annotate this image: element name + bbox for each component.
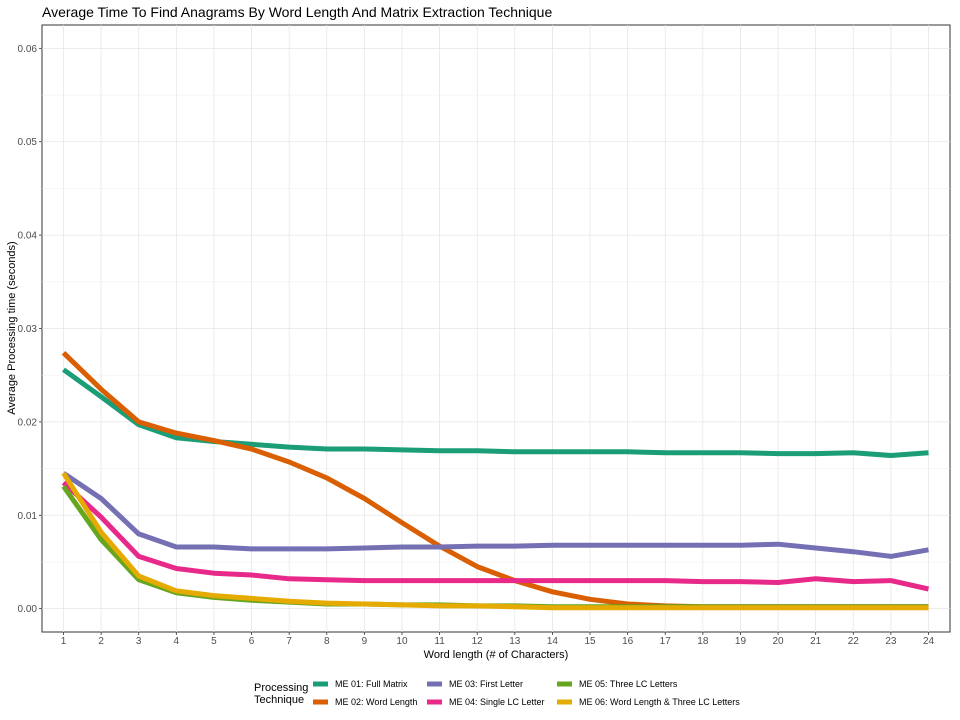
x-tick-label: 19	[735, 636, 747, 647]
x-axis-title: Word length (# of Characters)	[424, 649, 569, 661]
y-tick-label: 0.00	[18, 604, 38, 615]
y-tick-label: 0.05	[18, 137, 38, 148]
x-tick-label: 21	[810, 636, 822, 647]
x-tick-label: 7	[286, 636, 292, 647]
x-tick-label: 1	[61, 636, 67, 647]
x-tick-label: 20	[773, 636, 785, 647]
y-tick-label: 0.01	[18, 511, 38, 522]
x-tick-label: 10	[396, 636, 408, 647]
legend-label-me1: ME 01: Full Matrix	[335, 679, 408, 689]
x-tick-label: 9	[362, 636, 368, 647]
series-line-me3	[62, 471, 929, 559]
x-tick-label: 11	[434, 636, 445, 647]
x-tick-label: 6	[249, 636, 255, 647]
x-tick-label: 24	[923, 636, 935, 647]
y-tick-label: 0.02	[18, 417, 38, 428]
y-axis: 0.00 0.01 0.02 0.03 0.04 0.05 0.06	[18, 44, 42, 615]
legend: Processing Technique ME 01: Full Matrix M…	[254, 679, 740, 707]
legend-label-me4: ME 04: Single LC Letter	[449, 697, 545, 707]
x-tick-label: 22	[848, 636, 860, 647]
legend-label-me3: ME 03: First Letter	[449, 679, 523, 689]
y-tick-label: 0.06	[18, 44, 38, 55]
series-lines	[61, 351, 930, 611]
x-axis: 1 2 3 4 5 6 7 8 9 10 11 12 13 14 15 16 17 18 19 20 21 22 23 24	[61, 632, 935, 647]
x-tick-label: 3	[136, 636, 142, 647]
legend-label-me5: ME 05: Three LC Letters	[579, 679, 678, 689]
x-tick-label: 13	[509, 636, 521, 647]
x-tick-label: 23	[885, 636, 897, 647]
x-tick-label: 14	[547, 636, 559, 647]
series-line-me6	[61, 471, 929, 611]
y-tick-label: 0.04	[18, 231, 38, 242]
legend-title-line-1: Processing	[254, 682, 308, 694]
series-line-me4	[61, 480, 930, 592]
y-tick-label: 0.03	[18, 324, 38, 335]
x-tick-label: 2	[98, 636, 104, 647]
x-tick-label: 8	[324, 636, 330, 647]
x-tick-label: 18	[697, 636, 709, 647]
legend-title-line-2: Technique	[254, 694, 304, 706]
x-tick-label: 5	[211, 636, 217, 647]
legend-label-me6: ME 06: Word Length & Three LC Letters	[579, 697, 740, 707]
x-tick-label: 12	[472, 636, 484, 647]
x-tick-label: 17	[660, 636, 672, 647]
x-tick-label: 15	[584, 636, 596, 647]
chart-title: Average Time To Find Anagrams By Word Le…	[42, 4, 552, 20]
y-axis-title: Average Processing time (seconds)	[6, 241, 18, 414]
legend-label-me2: ME 02: Word Length	[335, 697, 417, 707]
x-tick-label: 16	[622, 636, 634, 647]
x-tick-label: 4	[174, 636, 180, 647]
